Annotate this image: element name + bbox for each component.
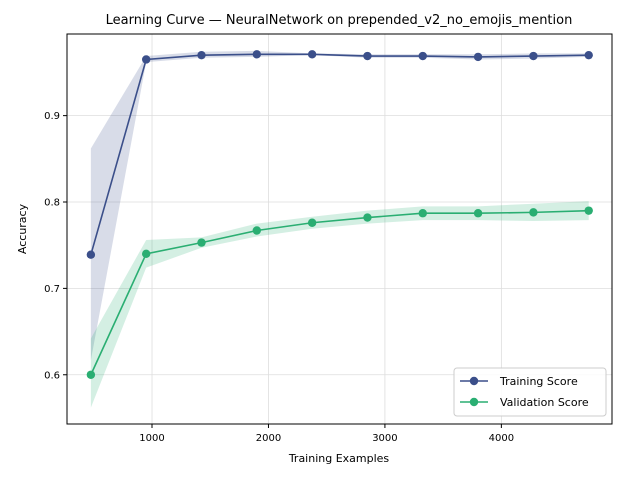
x-tick-label: 2000 bbox=[256, 433, 281, 444]
y-tick-label: 0.8 bbox=[44, 198, 60, 209]
y-axis-ticks: 0.6 0.7 0.8 0.9 bbox=[44, 111, 67, 381]
x-tick-label: 3000 bbox=[372, 433, 397, 444]
validation-score-line bbox=[90, 209, 589, 376]
series-lines bbox=[90, 53, 589, 376]
grid bbox=[67, 34, 612, 424]
legend-box bbox=[453, 367, 607, 417]
validation-score-point bbox=[529, 208, 538, 217]
training-score-point bbox=[529, 51, 538, 61]
y-axis-label: Accuracy bbox=[16, 203, 29, 254]
legend-label-validation-score: Validation Score bbox=[500, 396, 589, 409]
validation-score-point bbox=[141, 249, 151, 259]
confidence-bands bbox=[90, 50, 589, 408]
legend-label-training-score: Training Score bbox=[499, 375, 578, 388]
plot-frame bbox=[66, 33, 613, 425]
validation-score-point bbox=[252, 226, 262, 235]
validation-score-point bbox=[363, 213, 372, 222]
validation-score-point bbox=[86, 370, 96, 379]
training-score-point bbox=[473, 52, 483, 62]
validation-score-point bbox=[473, 209, 483, 218]
x-tick-label: 4000 bbox=[489, 433, 514, 444]
validation-score-point bbox=[584, 206, 593, 215]
validation-score-point bbox=[418, 209, 427, 218]
x-tick-label: 1000 bbox=[139, 433, 164, 444]
y-tick-label: 0.7 bbox=[44, 284, 60, 295]
y-tick-label: 0.6 bbox=[44, 370, 60, 381]
training-score-line bbox=[90, 53, 589, 255]
chart-title: Learning Curve — NeuralNetwork on prepen… bbox=[106, 13, 573, 28]
series-points bbox=[86, 50, 593, 379]
training-score-point bbox=[86, 250, 96, 259]
training-score-point bbox=[252, 50, 262, 59]
legend-swatch-marker bbox=[469, 397, 479, 407]
training-score-point bbox=[363, 51, 372, 61]
training-score-point bbox=[418, 51, 427, 61]
y-tick-label: 0.9 bbox=[44, 111, 60, 122]
validation-score-point bbox=[307, 218, 317, 227]
training-score-point bbox=[307, 50, 317, 59]
legend-swatch-marker bbox=[469, 376, 479, 386]
training-score-point bbox=[584, 50, 593, 60]
training-score-point bbox=[141, 55, 151, 64]
validation-score-point bbox=[197, 238, 206, 247]
x-axis-label: Training Examples bbox=[288, 452, 390, 465]
legend: Training Score Validation Score bbox=[453, 367, 607, 417]
x-axis-ticks: 1000 2000 3000 4000 bbox=[139, 424, 514, 444]
training-score-point bbox=[197, 50, 206, 60]
